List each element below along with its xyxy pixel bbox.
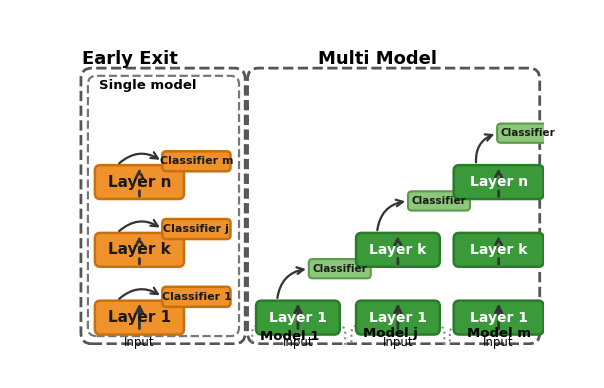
Text: Classifier: Classifier [501,128,556,138]
Text: Classifier j: Classifier j [164,224,230,234]
Text: Layer n: Layer n [469,175,528,189]
Text: Input: Input [483,336,514,349]
Text: Early Exit: Early Exit [82,50,178,68]
Text: Classifier: Classifier [411,196,466,206]
FancyBboxPatch shape [408,191,470,211]
Text: Layer 1: Layer 1 [369,311,427,325]
FancyBboxPatch shape [162,219,231,239]
Text: Classifier 1: Classifier 1 [161,292,231,302]
FancyBboxPatch shape [356,301,440,334]
FancyBboxPatch shape [454,233,544,267]
FancyBboxPatch shape [95,233,184,267]
FancyBboxPatch shape [454,301,544,334]
FancyBboxPatch shape [356,233,440,267]
Text: Model m: Model m [467,327,532,340]
FancyBboxPatch shape [497,123,559,143]
Text: Classifier m: Classifier m [159,156,233,166]
Text: Input: Input [283,336,313,349]
Text: Input: Input [124,336,155,349]
Text: Layer 1: Layer 1 [470,311,528,325]
Text: Multi Model: Multi Model [318,50,437,68]
FancyBboxPatch shape [256,301,340,334]
Text: Classifier: Classifier [312,264,367,274]
FancyBboxPatch shape [454,165,544,199]
Text: Layer 1: Layer 1 [269,311,327,325]
FancyBboxPatch shape [162,151,231,171]
Text: Model j: Model j [363,327,417,340]
Text: Single model: Single model [98,79,196,92]
Text: Layer k: Layer k [369,243,426,257]
Text: Layer k: Layer k [108,242,171,257]
Text: Layer 1: Layer 1 [108,310,171,325]
Text: Input: Input [382,336,413,349]
FancyBboxPatch shape [309,259,371,278]
Text: Layer k: Layer k [470,243,527,257]
FancyBboxPatch shape [95,165,184,199]
Text: Layer n: Layer n [108,175,171,190]
Text: Model 1: Model 1 [260,330,320,343]
FancyBboxPatch shape [95,301,184,334]
FancyBboxPatch shape [162,287,231,307]
